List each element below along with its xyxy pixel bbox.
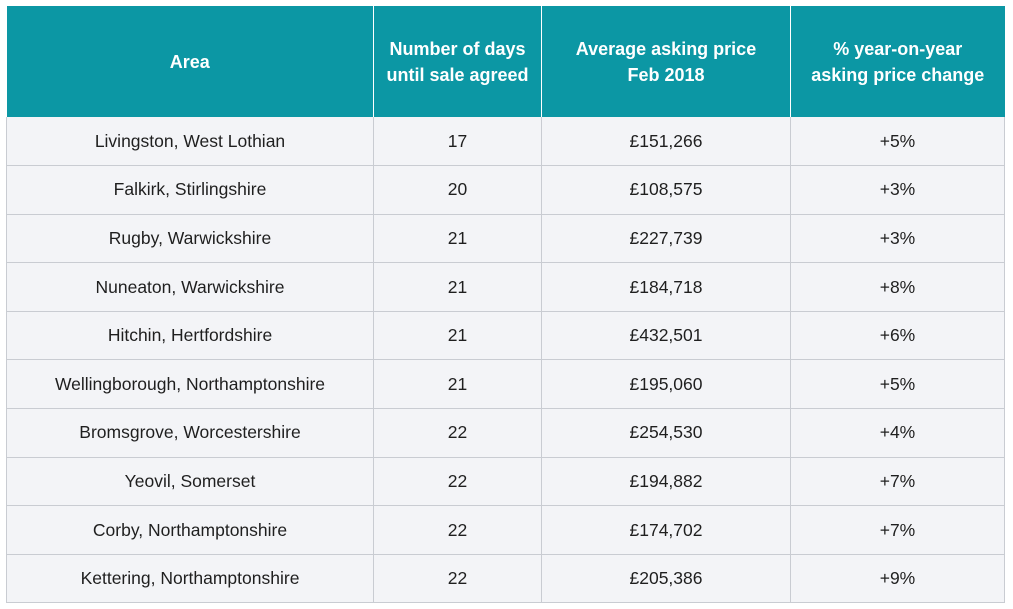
column-header-yoy-price-change: % year-on-year asking price change [790,6,1005,117]
cell-average-asking-price: £432,501 [541,311,791,361]
cell-days-to-sale: 21 [373,311,542,361]
column-header-line: until sale agreed [386,64,529,85]
cell-average-asking-price: £195,060 [541,359,791,410]
table-row: Nuneaton, Warwickshire 21 £184,718 +8% [6,262,1005,312]
table-row: Bromsgrove, Worcestershire 22 £254,530 +4% [6,408,1005,458]
cell-yoy-price-change: +9% [790,554,1005,604]
data-table-container: Area Number of days until sale agreed Avera… [6,6,1005,604]
column-header-line: asking price change [811,64,985,85]
cell-average-asking-price: £205,386 [541,554,791,604]
cell-yoy-price-change: +7% [790,457,1005,507]
cell-average-asking-price: £227,739 [541,214,791,264]
cell-average-asking-price: £108,575 [541,165,791,215]
cell-average-asking-price: £254,530 [541,408,791,458]
cell-area: Nuneaton, Warwickshire [6,262,374,312]
column-header-area: Area [6,6,374,117]
cell-area: Yeovil, Somerset [6,457,374,507]
header-row: Area Number of days until sale agreed Avera… [6,6,1005,117]
column-header-line: Average asking price [575,38,757,59]
cell-area: Rugby, Warwickshire [6,214,374,264]
cell-average-asking-price: £194,882 [541,457,791,507]
table-row: Falkirk, Stirlingshire 20 £108,575 +3% [6,165,1005,215]
cell-average-asking-price: £174,702 [541,505,791,555]
column-header-line: Number of days [389,38,526,59]
cell-days-to-sale: 21 [373,359,542,410]
cell-yoy-price-change: +5% [790,117,1005,167]
table-row: Corby, Northamptonshire 22 £174,702 +7% [6,505,1005,555]
table-row: Rugby, Warwickshire 21 £227,739 +3% [6,214,1005,264]
cell-area: Wellingborough, Northamptonshire [6,359,374,410]
cell-average-asking-price: £184,718 [541,262,791,312]
cell-days-to-sale: 22 [373,554,542,604]
cell-average-asking-price: £151,266 [541,117,791,167]
column-header-days-to-sale: Number of days until sale agreed [373,6,542,117]
cell-yoy-price-change: +4% [790,408,1005,458]
cell-days-to-sale: 17 [373,117,542,167]
cell-area: Kettering, Northamptonshire [6,554,374,604]
column-header-line: % year-on-year [833,38,963,59]
cell-days-to-sale: 22 [373,505,542,555]
cell-area: Hitchin, Hertfordshire [6,311,374,361]
table-row: Hitchin, Hertfordshire 21 £432,501 +6% [6,311,1005,361]
cell-days-to-sale: 22 [373,457,542,507]
cell-days-to-sale: 20 [373,165,542,215]
column-header-average-asking-price: Average asking price Feb 2018 [541,6,791,117]
data-table: Area Number of days until sale agreed Avera… [6,6,1005,604]
table-row: Yeovil, Somerset 22 £194,882 +7% [6,457,1005,507]
cell-yoy-price-change: +7% [790,505,1005,555]
cell-days-to-sale: 22 [373,408,542,458]
cell-days-to-sale: 21 [373,262,542,312]
column-header-line: Feb 2018 [627,64,705,85]
table-row: Wellingborough, Northamptonshire 21 £195,0… [6,359,1005,410]
cell-area: Bromsgrove, Worcestershire [6,408,374,458]
cell-yoy-price-change: +6% [790,311,1005,361]
cell-area: Livingston, West Lothian [6,117,374,167]
cell-yoy-price-change: +8% [790,262,1005,312]
cell-yoy-price-change: +3% [790,165,1005,215]
table-body: Livingston, West Lothian 17 £151,266 +5% Fal… [6,117,1005,604]
cell-yoy-price-change: +5% [790,359,1005,410]
cell-days-to-sale: 21 [373,214,542,264]
table-row: Kettering, Northamptonshire 22 £205,386 +9% [6,554,1005,604]
cell-area: Falkirk, Stirlingshire [6,165,374,215]
cell-yoy-price-change: +3% [790,214,1005,264]
column-header-line: Area [169,51,210,72]
table-header: Area Number of days until sale agreed Avera… [6,6,1005,117]
cell-area: Corby, Northamptonshire [6,505,374,555]
table-row: Livingston, West Lothian 17 £151,266 +5% [6,117,1005,167]
